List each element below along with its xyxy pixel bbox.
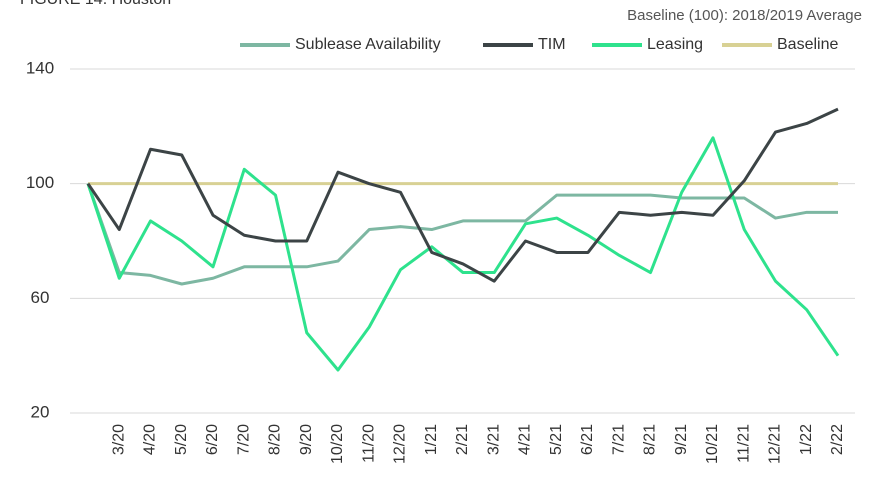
x-tick-label: 5/20 [173, 424, 190, 455]
x-tick-label: 6/20 [204, 424, 221, 455]
x-tick-label: 10/21 [704, 424, 721, 464]
legend-label: Leasing [647, 36, 703, 53]
series-line [86, 136, 840, 372]
x-tick-label: 1/21 [423, 424, 440, 455]
x-tick-label: 4/20 [142, 424, 159, 455]
legend-label: Sublease Availability [295, 36, 441, 53]
y-tick-label: 60 [31, 288, 50, 307]
y-tick-label: 100 [26, 173, 54, 192]
x-tick-label: 9/21 [673, 424, 690, 455]
x-tick-label: 8/21 [642, 424, 659, 455]
x-tick-label: 1/22 [798, 424, 815, 455]
x-tick-label: 5/21 [548, 424, 565, 455]
x-tick-label: 4/21 [517, 424, 534, 455]
x-tick-label: 2/21 [454, 424, 471, 455]
series-line [86, 107, 839, 283]
x-tick-label: 2/22 [829, 424, 846, 455]
y-tick-label: 140 [26, 58, 54, 77]
x-tick-label: 7/20 [235, 424, 252, 455]
x-tick-label: 12/20 [392, 424, 409, 464]
legend-label: TIM [538, 36, 566, 53]
x-tick-label: 11/21 [735, 424, 752, 463]
x-tick-label: 3/20 [110, 424, 127, 455]
x-tick-label: 12/21 [767, 424, 784, 464]
x-tick-label: 7/21 [610, 424, 627, 455]
y-tick-label: 20 [31, 402, 50, 421]
x-tick-label: 8/20 [267, 424, 284, 455]
x-tick-label: 6/21 [579, 424, 596, 455]
chart-subtitle: Baseline (100): 2018/2019 Average [627, 7, 862, 24]
chart-title: FIGURE 14. Houston [20, 0, 171, 8]
x-tick-label: 9/20 [298, 424, 315, 455]
x-tick-label: 10/20 [329, 424, 346, 464]
legend-label: Baseline [777, 36, 838, 53]
x-tick-label: 11/20 [360, 424, 377, 463]
series-line [86, 183, 838, 286]
x-tick-label: 3/21 [485, 424, 502, 455]
